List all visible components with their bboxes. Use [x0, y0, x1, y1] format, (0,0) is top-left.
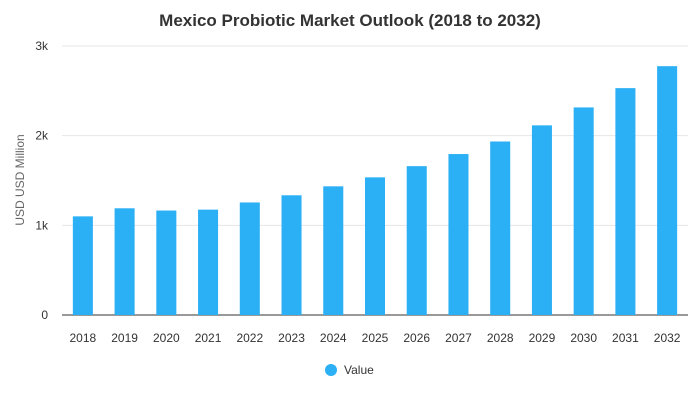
x-tick-label: 2020	[153, 331, 180, 345]
x-tick-label: 2028	[487, 331, 514, 345]
y-tick-label: 2k	[35, 129, 49, 143]
bar-2032[interactable]	[657, 66, 678, 315]
bar-2025[interactable]	[364, 177, 386, 315]
x-tick-label: 2021	[195, 331, 222, 345]
bar-2028[interactable]	[490, 141, 511, 315]
x-tick-label: 2032	[654, 331, 681, 345]
bar-2023[interactable]	[281, 195, 302, 315]
x-tick-label: 2025	[362, 331, 389, 345]
x-tick-label: 2022	[236, 331, 263, 345]
x-tick-label: 2018	[70, 331, 97, 345]
legend[interactable]: Value	[325, 363, 374, 377]
x-tick-label: 2023	[278, 331, 305, 345]
bar-2031[interactable]	[615, 88, 636, 315]
bar-2022[interactable]	[239, 202, 260, 315]
x-tick-label: 2027	[445, 331, 472, 345]
x-tick-label: 2030	[570, 331, 597, 345]
legend-label-value[interactable]: Value	[344, 363, 374, 377]
chart-title: Mexico Probiotic Market Outlook (2018 to…	[159, 11, 541, 30]
bar-2021[interactable]	[198, 209, 219, 315]
bar-2024[interactable]	[323, 186, 344, 315]
bar-2018[interactable]	[72, 216, 93, 315]
x-tick-label: 2029	[529, 331, 556, 345]
bar-2019[interactable]	[114, 208, 135, 315]
bar-2020[interactable]	[156, 210, 177, 315]
bar-2026[interactable]	[406, 166, 427, 315]
bars	[72, 66, 678, 316]
bar-2027[interactable]	[448, 154, 469, 315]
x-axis-ticks: 2018 2019 2020 2021 2022 2023 2024 2025 2026 2027…	[70, 331, 681, 345]
x-tick-label: 2019	[111, 331, 138, 345]
bar-2030[interactable]	[573, 107, 594, 316]
y-tick-label: 0	[41, 308, 48, 322]
y-tick-label: 1k	[35, 218, 49, 232]
x-tick-label: 2026	[403, 331, 430, 345]
bar-2029[interactable]	[531, 125, 552, 315]
x-tick-label: 2024	[320, 331, 347, 345]
legend-marker-value[interactable]	[325, 364, 337, 376]
x-tick-label: 2031	[612, 331, 639, 345]
y-axis-ticks: 0 1k 2k 3k	[35, 39, 49, 322]
y-tick-label: 3k	[35, 39, 49, 53]
y-axis-label: USD USD Million	[13, 134, 27, 225]
